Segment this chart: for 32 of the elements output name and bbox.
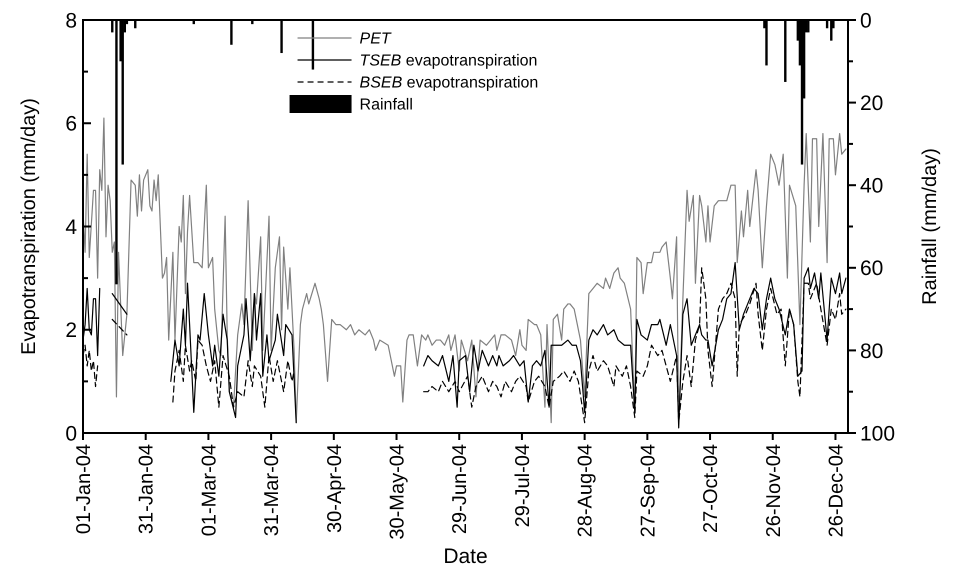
x-tick-label: 30-Apr-04 — [324, 444, 346, 533]
x-tick-label: 29-Jun-04 — [449, 444, 472, 534]
x-tick-label: 26-Nov-04 — [762, 444, 785, 538]
x-tick-label: 31-Jan-04 — [136, 444, 158, 534]
x-tick-label: 28-Aug-04 — [574, 444, 597, 538]
y-tick-label: 6 — [65, 112, 77, 136]
y2-tick-label: 40 — [860, 174, 884, 198]
y2-tick-label: 100 — [860, 422, 896, 446]
y-tick-label: 0 — [65, 422, 77, 446]
legend-label: PET — [360, 30, 392, 48]
y2-axis-title: Rainfall (mm/day) — [919, 148, 941, 305]
legend-label: TSEB evapotranspiration — [360, 52, 538, 70]
x-axis-title: Date — [443, 545, 488, 568]
x-tick-label: 31-Mar-04 — [261, 444, 284, 536]
x-tick-label: 01-Jan-04 — [73, 444, 95, 534]
y2-tick-label: 60 — [860, 257, 884, 280]
x-tick-label: 01-Mar-04 — [198, 444, 220, 536]
y-tick-label: 4 — [65, 216, 78, 239]
x-tick-label: 27-Sep-04 — [637, 444, 660, 538]
x-tick-label: 26-Dec-04 — [825, 444, 848, 538]
y-tick-label: 2 — [65, 319, 77, 342]
y2-tick-label: 20 — [860, 92, 884, 115]
y2-tick-label: 80 — [860, 340, 884, 363]
x-tick-label: 29-Jul-04 — [512, 444, 534, 528]
legend-label: BSEB evapotranspiration — [360, 74, 538, 92]
y-tick-label: 8 — [65, 9, 77, 32]
legend-label: Rainfall — [360, 96, 413, 114]
y2-tick-label: 0 — [860, 9, 872, 32]
y-axis-title: Evapotranspiration (mm/day) — [18, 98, 40, 355]
x-tick-label: 27-Oct-04 — [700, 444, 722, 533]
line-series — [82, 117, 847, 424]
x-tick-label: 30-May-04 — [386, 444, 409, 540]
